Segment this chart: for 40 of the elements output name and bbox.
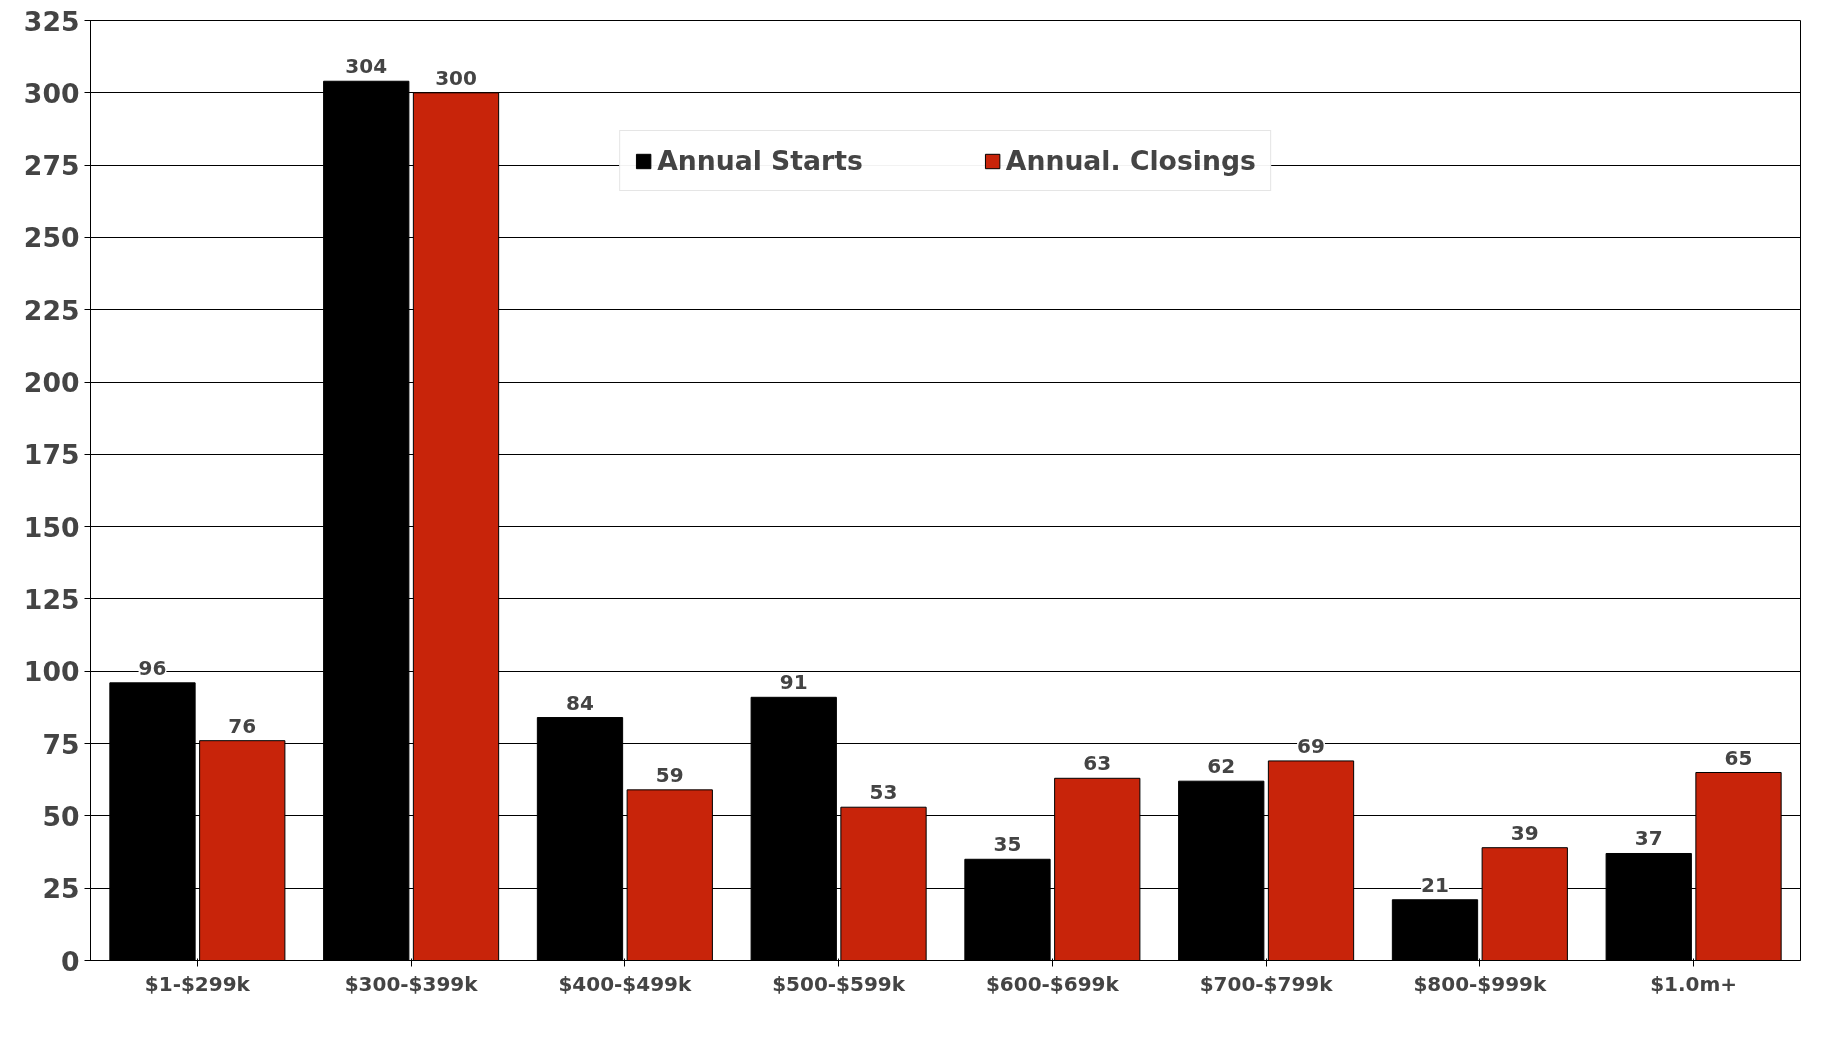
data-label: 96 (138, 655, 167, 680)
y-tick-label: 50 (42, 800, 80, 832)
x-tick-label: $1.0m+ (1650, 971, 1738, 996)
y-tick-label: 175 (23, 439, 80, 471)
x-tick-label: $700-$799k (1199, 971, 1334, 996)
data-label: 91 (779, 670, 808, 695)
y-tick-label: 325 (23, 5, 80, 37)
y-tick-label: 25 (42, 873, 80, 905)
data-label: 62 (1207, 754, 1236, 779)
data-label: 21 (1421, 872, 1449, 897)
data-label: 39 (1510, 820, 1539, 845)
data-label: 59 (655, 762, 684, 787)
data-label: 304 (345, 54, 388, 79)
data-label: 84 (566, 690, 594, 715)
x-tick-label: $400-$499k (558, 971, 693, 996)
y-tick-label: 200 (23, 367, 80, 399)
x-tick-label: $300-$399k (344, 971, 479, 996)
y-tick-label: 250 (23, 222, 80, 254)
y-tick-label: 0 (60, 945, 80, 977)
data-label: 65 (1724, 745, 1753, 770)
y-tick-label: 75 (42, 728, 80, 760)
data-label: 35 (993, 832, 1022, 857)
legend-label: Annual. Closings (1005, 145, 1256, 176)
data-label: 53 (869, 780, 898, 805)
data-label: 69 (1297, 733, 1325, 758)
x-tick-label: $600-$699k (985, 971, 1120, 996)
data-label: 76 (228, 713, 257, 738)
x-tick-label: $800-$999k (1413, 971, 1548, 996)
legend-label: Annual Starts (657, 145, 863, 176)
y-tick-label: 125 (23, 583, 80, 615)
data-label: 63 (1083, 751, 1112, 776)
x-tick-label: $500-$599k (772, 971, 906, 996)
y-tick-label: 225 (23, 294, 80, 326)
y-tick-label: 150 (23, 511, 80, 543)
y-tick-label: 275 (23, 150, 80, 182)
data-label: 300 (435, 65, 477, 90)
y-tick-label: 100 (23, 656, 80, 688)
x-tick-label: $1-$299k (144, 971, 251, 996)
data-label: 37 (1634, 826, 1663, 851)
y-tick-label: 300 (23, 77, 80, 109)
